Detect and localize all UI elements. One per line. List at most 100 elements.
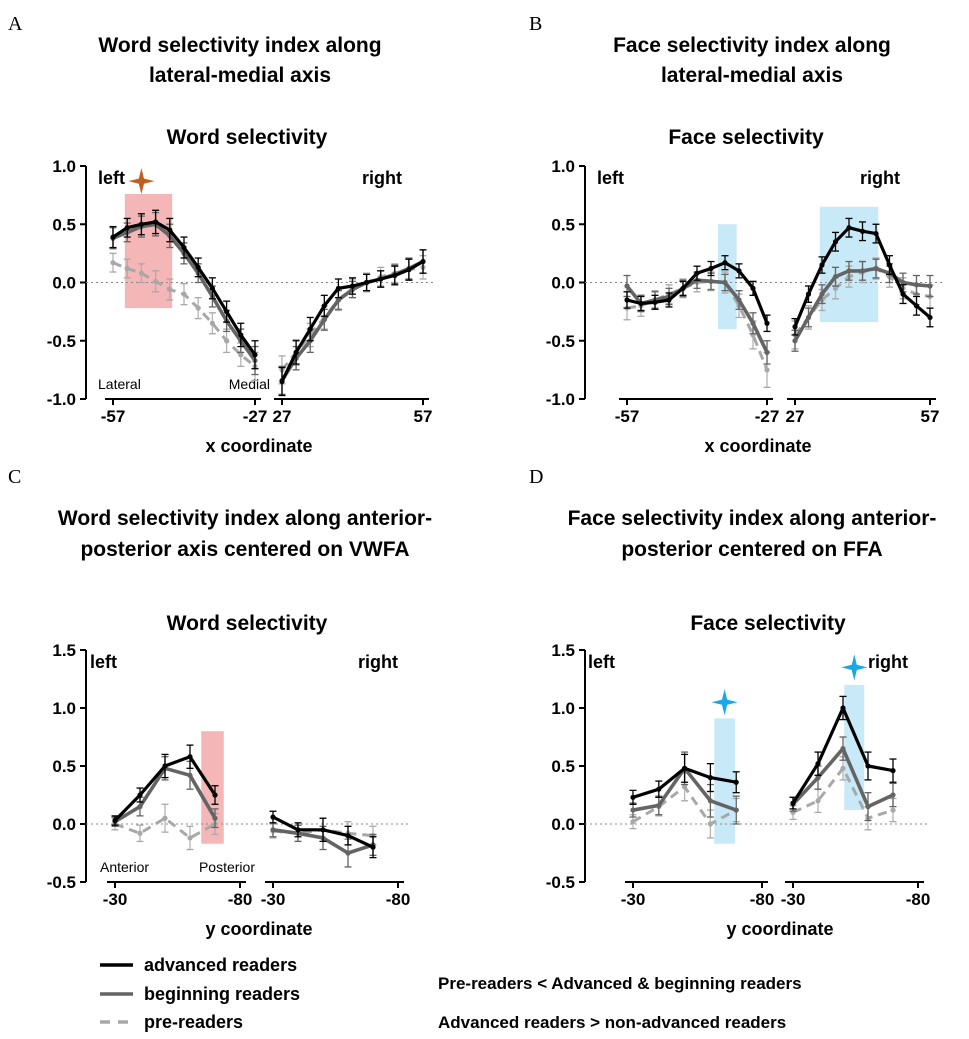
- data-point: [900, 291, 906, 297]
- hemisphere-label: left: [597, 168, 624, 188]
- y-tick-label: 1.0: [52, 157, 76, 176]
- data-point: [656, 786, 662, 792]
- data-point: [187, 772, 193, 778]
- data-point: [370, 844, 376, 850]
- data-point: [927, 314, 933, 321]
- y-tick-label: 0.5: [551, 215, 575, 234]
- y-tick-label: 1.0: [551, 157, 575, 176]
- data-point: [865, 804, 871, 810]
- data-point: [212, 815, 218, 821]
- data-point: [840, 705, 846, 711]
- axis-end-label: Anterior: [100, 859, 149, 875]
- data-point: [335, 297, 341, 303]
- series-beginning-readers: [111, 756, 377, 868]
- data-point: [195, 305, 201, 311]
- data-point: [666, 297, 672, 303]
- x-tick-label: 57: [921, 407, 940, 426]
- data-point: [307, 326, 313, 332]
- legend-label: pre-readers: [144, 1012, 243, 1032]
- data-point: [224, 309, 230, 315]
- data-point: [890, 792, 896, 798]
- data-point: [682, 765, 688, 771]
- data-point: [124, 265, 130, 272]
- y-tick-label: -0.5: [47, 873, 76, 892]
- data-point: [392, 272, 398, 279]
- highlight-region: [718, 224, 737, 330]
- data-point: [792, 338, 798, 344]
- data-point: [321, 317, 327, 323]
- y-tick-label: -1.0: [546, 390, 575, 409]
- data-point: [624, 297, 630, 303]
- x-tick-label: -80: [750, 890, 775, 909]
- data-point: [722, 279, 728, 286]
- data-point: [900, 279, 906, 286]
- legend-item: beginning readers: [100, 984, 300, 1004]
- data-point: [764, 367, 770, 373]
- data-point: [815, 798, 821, 804]
- panel-c: C Word selectivity index along anterior-p…: [8, 466, 432, 939]
- series-line: [626, 279, 769, 371]
- legend-item: advanced readers: [100, 955, 297, 975]
- data-point: [270, 814, 276, 820]
- axis-end-label: Posterior: [199, 859, 255, 875]
- data-point: [764, 349, 770, 355]
- data-point: [815, 761, 821, 767]
- data-point: [873, 230, 879, 237]
- panel-title-line-2: posterior centered on FFA: [621, 538, 882, 561]
- data-point: [293, 349, 299, 355]
- data-point: [750, 320, 756, 326]
- data-point: [832, 274, 839, 280]
- y-tick-label: 0.5: [551, 757, 575, 776]
- hemisphere-label: right: [868, 652, 908, 672]
- data-point: [279, 378, 285, 385]
- x-tick-label: -30: [781, 890, 806, 909]
- data-point: [295, 827, 301, 833]
- data-point: [224, 338, 230, 344]
- series-advanced-readers: [629, 695, 897, 810]
- legend-label: beginning readers: [144, 984, 300, 1004]
- data-point: [792, 324, 798, 330]
- data-point: [364, 279, 370, 286]
- data-point: [722, 260, 728, 266]
- panel-title-line-2: lateral-medial axis: [661, 64, 843, 87]
- data-point: [790, 800, 796, 806]
- data-point: [707, 821, 714, 827]
- data-point: [181, 244, 187, 251]
- data-point: [187, 754, 193, 760]
- x-tick-label: -80: [906, 890, 931, 909]
- panel-letter: D: [529, 466, 543, 488]
- data-point: [736, 268, 742, 274]
- x-axis-label: x coordinate: [205, 436, 312, 456]
- data-point: [630, 794, 636, 800]
- data-point: [890, 807, 896, 813]
- hemisphere-label: left: [90, 652, 117, 672]
- chart-title: Word selectivity: [167, 612, 328, 635]
- x-tick-label: -80: [386, 890, 411, 909]
- y-tick-label: -1.0: [47, 390, 76, 409]
- x-tick-label: -27: [243, 407, 268, 426]
- data-point: [167, 286, 173, 293]
- data-point: [110, 234, 116, 240]
- data-point: [638, 300, 644, 307]
- data-point: [252, 352, 258, 358]
- data-point: [805, 291, 812, 297]
- panel-letter: B: [529, 13, 542, 35]
- y-tick-label: 0.5: [52, 757, 76, 776]
- data-point: [110, 260, 116, 266]
- data-point: [682, 784, 688, 790]
- data-point: [162, 815, 168, 821]
- data-point: [819, 262, 825, 268]
- data-point: [112, 817, 118, 824]
- data-point: [707, 775, 714, 781]
- data-point: [832, 239, 839, 245]
- data-point: [320, 827, 326, 833]
- data-point: [733, 779, 739, 785]
- data-point: [630, 807, 636, 813]
- data-point: [238, 332, 244, 338]
- data-point: [624, 283, 630, 289]
- series-advanced-readers: [109, 209, 427, 397]
- panel-d: D Face selectivity index along anterior-p…: [529, 466, 936, 939]
- data-point: [349, 283, 356, 289]
- panel-title-line-1: Word selectivity index along anterior-: [58, 507, 432, 530]
- data-point: [335, 285, 341, 291]
